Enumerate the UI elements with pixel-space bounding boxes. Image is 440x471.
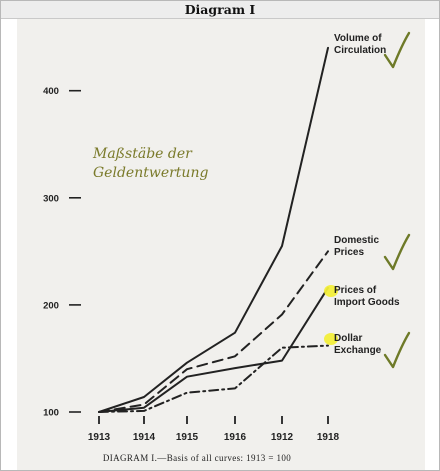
y-tick-label-400: 400	[43, 86, 59, 97]
x-tick-label-3: 1916	[224, 432, 247, 443]
checkmark-icon-1	[383, 233, 411, 271]
page-header: Diagram I	[1, 1, 439, 19]
series-label-3-line-0: Dollar	[334, 333, 362, 344]
highlight-marker-2	[324, 285, 338, 297]
series-label-1-line-0: Domestic	[334, 235, 379, 246]
checkmarks	[383, 31, 411, 369]
x-tick-label-0: 1913	[88, 432, 111, 443]
x-tick-label-2: 1915	[176, 432, 199, 443]
handwritten-note-line-1: Maßstäbe der	[93, 146, 192, 162]
series-label-0-line-1: Circulation	[334, 45, 386, 56]
series-label-2-line-0: Prices of	[334, 285, 377, 296]
series-label-1: Domestic Prices	[334, 235, 379, 258]
handwritten-note: Maßstäbe der Geldentwertung	[93, 145, 208, 183]
x-tick-label-1: 1914	[133, 432, 156, 443]
y-tick-label-300: 300	[43, 193, 59, 204]
series-label-2-line-1: Import Goods	[334, 297, 400, 308]
series-line-1	[98, 250, 329, 413]
x-tick-label-5: 1918	[317, 432, 340, 443]
chart-series	[98, 46, 329, 413]
series-label-0-line-0: Volume of	[334, 33, 382, 44]
series-label-1-line-1: Prices	[334, 247, 364, 258]
checkmark-icon-0	[383, 31, 411, 69]
handwritten-note-line-2: Geldentwertung	[93, 165, 209, 181]
x-tick-label-4: 1912	[271, 432, 294, 443]
series-line-3	[98, 344, 329, 413]
line-chart: 100 200 300 400 1913 1914 1915 1916 1912 1918 Vol…	[43, 31, 411, 463]
checkmark-icon-3	[383, 331, 411, 369]
series-label-3: Dollar Exchange	[334, 333, 382, 356]
series-line-2	[98, 286, 329, 413]
series-line-0	[98, 46, 329, 413]
y-tick-label-100: 100	[43, 408, 59, 419]
series-label-0: Volume of Circulation	[334, 33, 386, 56]
y-tick-label-200: 200	[43, 300, 59, 311]
chart-axes: 100 200 300 400 1913 1914 1915 1916 1912 1918	[43, 86, 339, 443]
scanned-page: 100 200 300 400 1913 1914 1915 1916 1912 1918 Vol…	[17, 19, 425, 470]
chart-caption: DIAGRAM I.—Basis of all curves: 1913 = 1…	[103, 453, 291, 463]
series-label-2: Prices of Import Goods	[334, 285, 400, 308]
highlight-marker-3	[324, 333, 338, 345]
series-label-3-line-1: Exchange	[334, 345, 382, 356]
